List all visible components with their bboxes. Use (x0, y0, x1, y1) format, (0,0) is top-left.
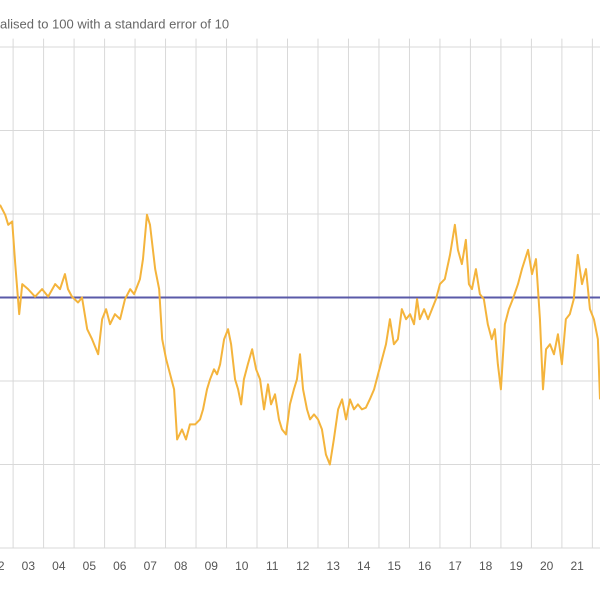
x-tick-label: 13 (327, 559, 341, 573)
x-tick-label: 06 (113, 559, 127, 573)
x-tick-label: 04 (52, 559, 66, 573)
x-tick-label: 03 (22, 559, 36, 573)
x-tick-label: 20 (540, 559, 554, 573)
x-tick-label: 05 (83, 559, 97, 573)
x-tick-label: 19 (509, 559, 523, 573)
x-tick-label: 15 (388, 559, 402, 573)
x-tick-label: 17 (449, 559, 463, 573)
x-tick-label: 02 (0, 559, 5, 573)
x-tick-label: 21 (570, 559, 584, 573)
x-tick-label: 07 (144, 559, 158, 573)
x-tick-label: 18 (479, 559, 493, 573)
x-tick-label: 11 (266, 559, 279, 573)
x-tick-label: 16 (418, 559, 432, 573)
x-tick-label: 08 (174, 559, 188, 573)
x-tick-label: 10 (235, 559, 249, 573)
chart-subtitle: alised to 100 with a standard error of 1… (0, 16, 229, 31)
x-tick-label: 12 (296, 559, 310, 573)
x-tick-label: 14 (357, 559, 371, 573)
x-tick-label: 09 (205, 559, 219, 573)
data-line (0, 204, 600, 466)
